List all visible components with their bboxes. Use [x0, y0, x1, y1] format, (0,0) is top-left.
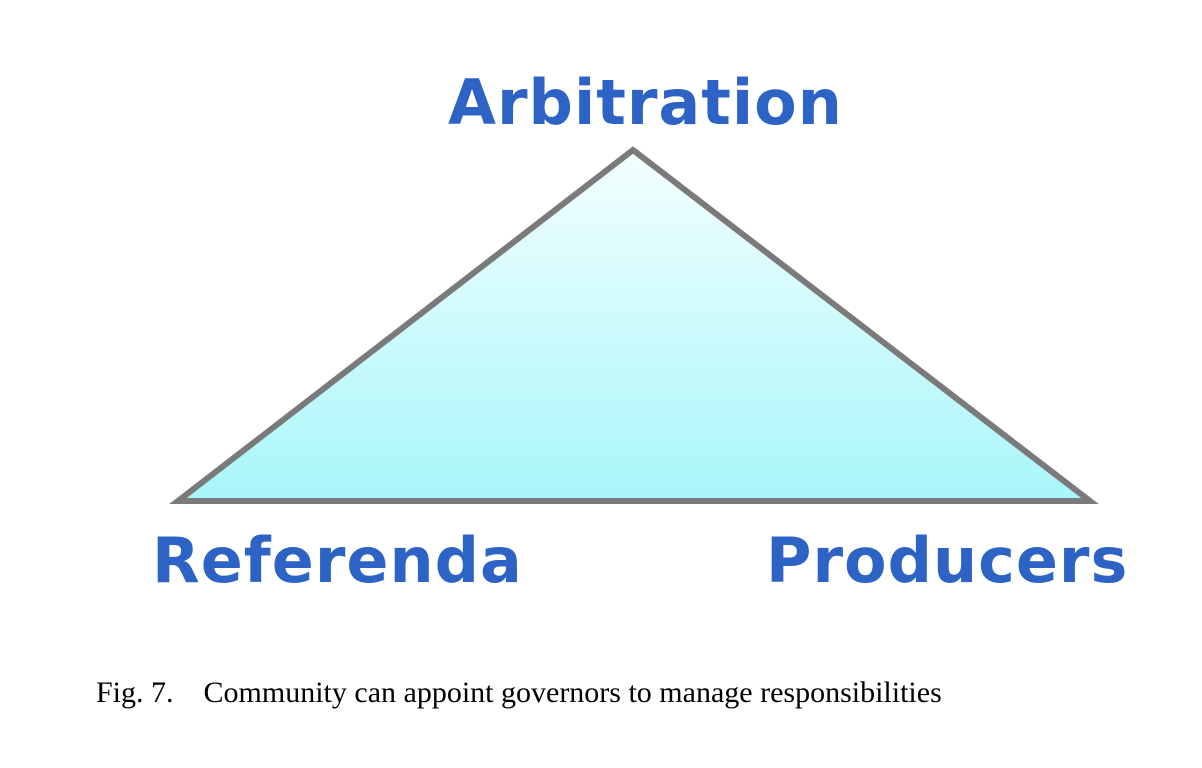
- triangle-graphic: [169, 146, 1099, 504]
- arbitration-label: Arbitration: [448, 66, 843, 139]
- figure-caption-text: Community can appoint governors to manag…: [203, 676, 942, 709]
- governance-triangle-diagram: Arbitration Referenda Producers: [152, 66, 1129, 597]
- referenda-label: Referenda: [152, 524, 523, 597]
- figure-caption: Fig. 7. Community can appoint governors t…: [96, 676, 942, 710]
- producers-label: Producers: [766, 524, 1129, 597]
- figure-number: Fig. 7.: [96, 676, 174, 709]
- triangle-shape: [169, 146, 1099, 504]
